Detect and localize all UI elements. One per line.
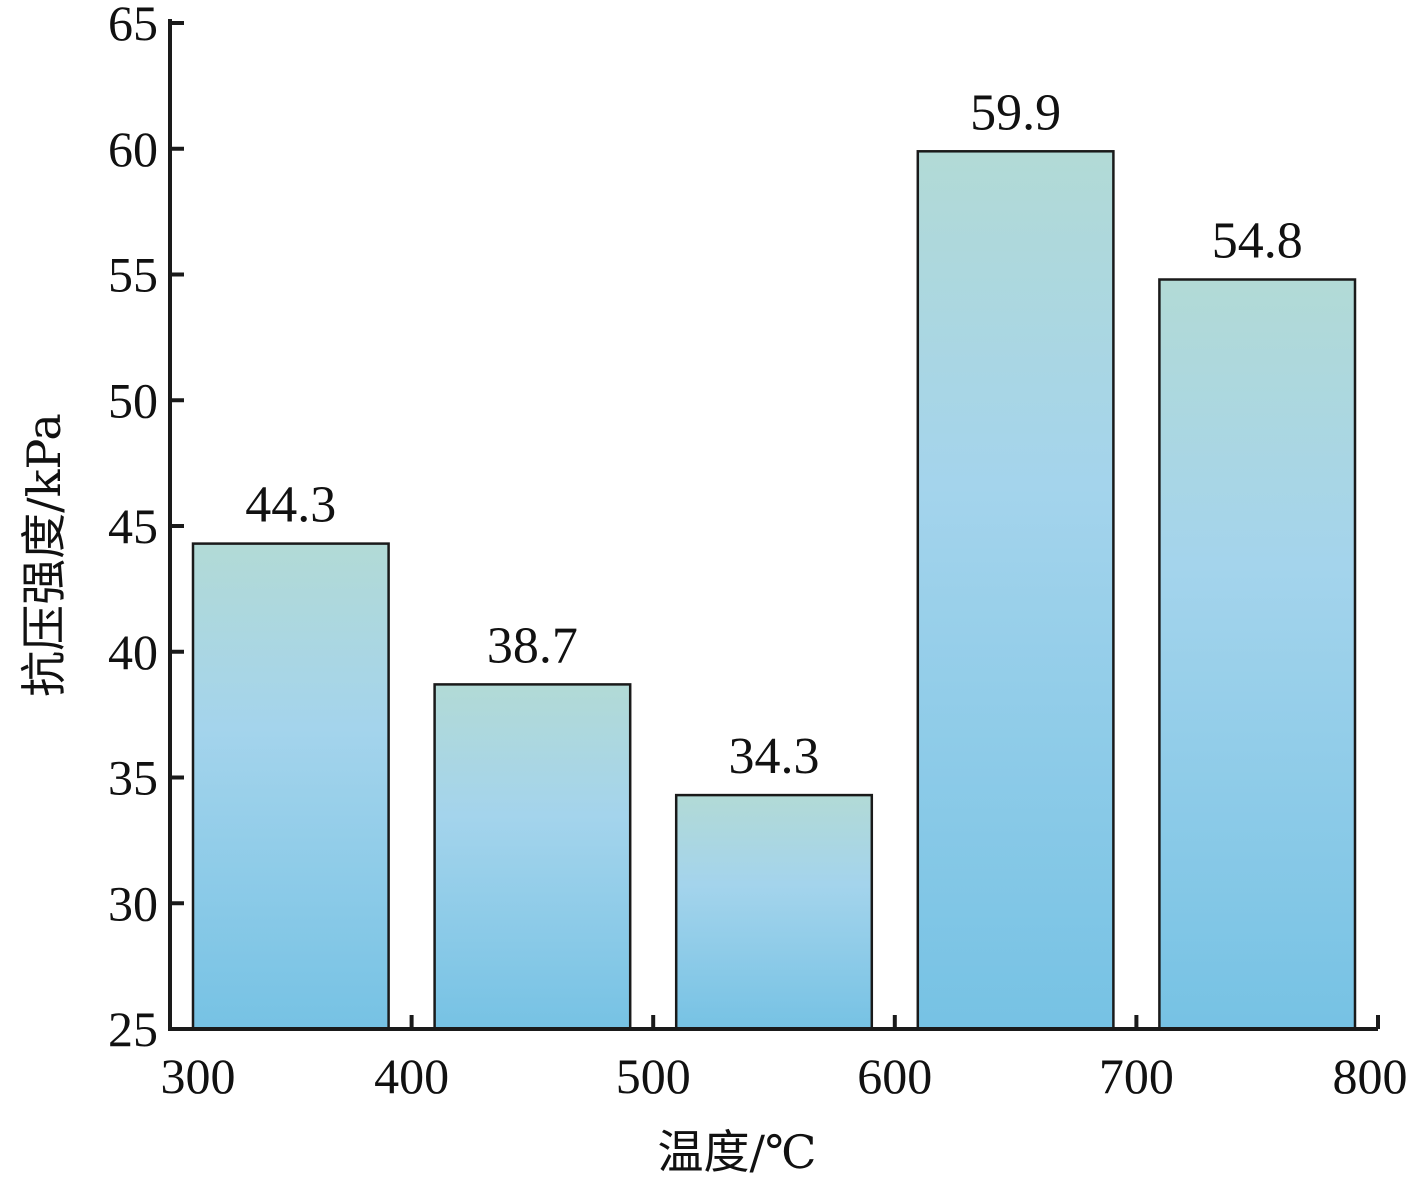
- y-tick-label-45: 45: [108, 498, 158, 554]
- y-tick-label-65: 65: [108, 0, 158, 51]
- labels-layer: 44.3 38.7 34.3 59.9 54.8: [245, 84, 1302, 785]
- y-axis-title: 抗压强度/kPa: [17, 413, 71, 697]
- bar-600-700: [916, 150, 1115, 1031]
- x-axis-title: 温度/℃: [658, 1125, 817, 1179]
- y-tick-label-55: 55: [108, 247, 158, 303]
- y-tick-label-30: 30: [108, 875, 158, 931]
- data-label-2: 34.3: [729, 728, 820, 785]
- data-label-0: 44.3: [245, 477, 336, 534]
- x-tick-label-300: 300: [161, 1048, 236, 1104]
- y-tick-label-35: 35: [108, 750, 158, 806]
- x-tick-label-600: 600: [857, 1048, 932, 1104]
- data-label-3: 59.9: [970, 84, 1061, 141]
- data-label-1: 38.7: [487, 617, 578, 674]
- y-tick-label-40: 40: [108, 624, 158, 680]
- bar-500-600: [674, 793, 874, 1031]
- y-tick-label-60: 60: [108, 121, 158, 177]
- bar-300-400: [191, 542, 390, 1031]
- data-label-4: 54.8: [1212, 213, 1303, 270]
- x-tick-label-500: 500: [616, 1048, 691, 1104]
- y-tick-label-25: 25: [108, 1001, 158, 1057]
- x-tick-label-800: 800: [1333, 1048, 1408, 1104]
- axes-layer: 25 30 35 40 45 50 55 60 65 300 400 500 600 700 800: [108, 0, 1408, 1104]
- bar-400-500: [433, 683, 632, 1031]
- y-tick-label-50: 50: [108, 372, 158, 428]
- x-tick-label-400: 400: [374, 1048, 449, 1104]
- x-tick-label-700: 700: [1099, 1048, 1174, 1104]
- bars-layer: [191, 150, 1357, 1031]
- bar-700-800: [1158, 278, 1357, 1031]
